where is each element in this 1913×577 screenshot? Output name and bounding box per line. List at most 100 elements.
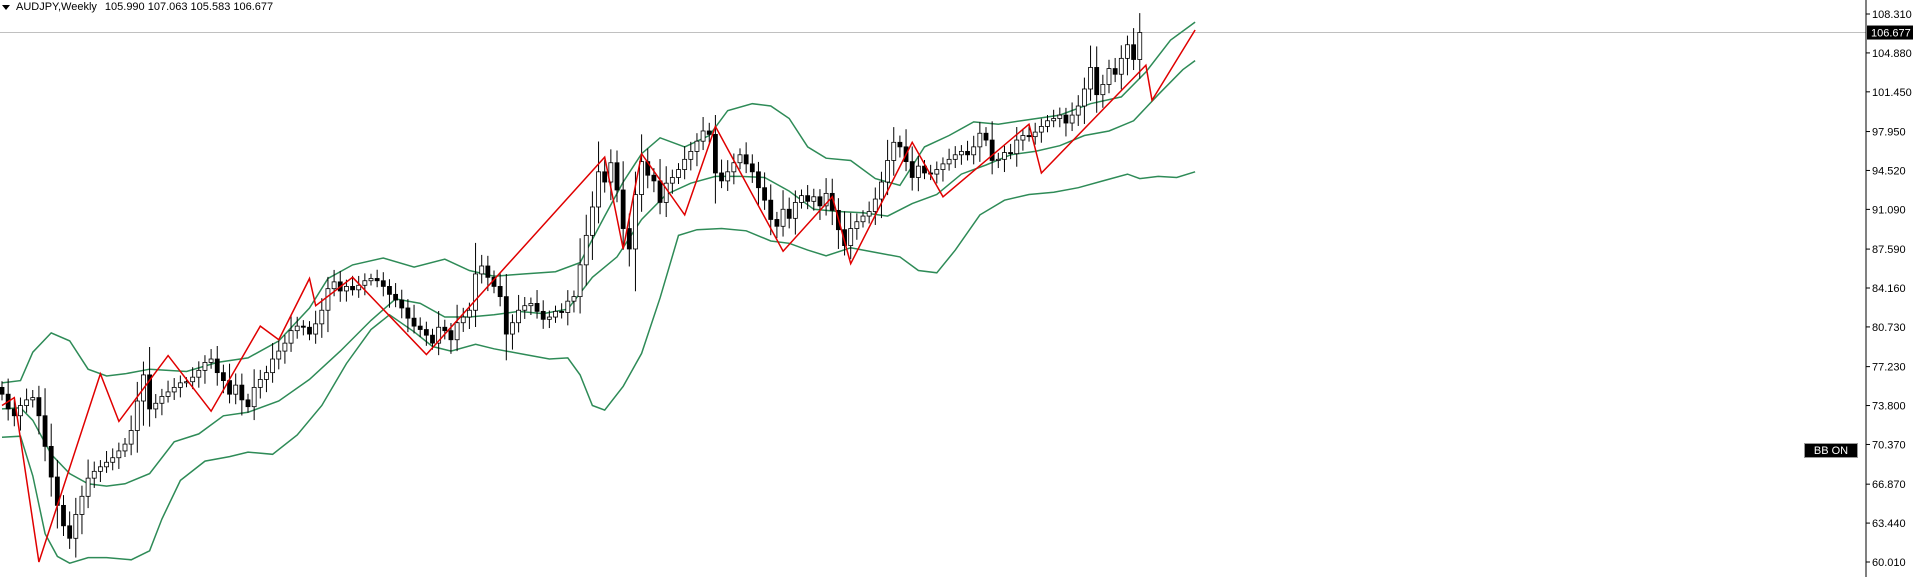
candle — [915, 155, 921, 192]
bull-candle-body — [934, 169, 940, 175]
bull-candle-body — [565, 300, 571, 313]
candle — [393, 283, 399, 308]
bull-candle-body — [24, 399, 30, 406]
candle — [61, 495, 66, 537]
candle — [245, 393, 251, 413]
bear-candle-body — [989, 139, 995, 161]
candle — [756, 161, 761, 207]
bull-candle-body — [737, 154, 743, 164]
bear-candle-body — [749, 163, 755, 173]
bull-candle-body — [590, 206, 595, 236]
candle — [626, 213, 632, 267]
bull-candle-body — [282, 342, 288, 352]
candle — [307, 321, 312, 341]
bull-candle-body — [522, 305, 528, 311]
bull-candle-body — [1002, 152, 1007, 160]
bear-candle-body — [36, 397, 42, 417]
bull-candle-body — [995, 158, 1001, 161]
bear-candle-body — [300, 325, 306, 328]
bear-candle-body — [485, 265, 491, 278]
candle — [995, 152, 1001, 169]
candle — [811, 188, 817, 211]
bull-candle-body — [116, 450, 122, 459]
bear-candle-body — [42, 415, 48, 447]
bear-candle-body — [430, 334, 435, 344]
bull-candle-body — [516, 309, 521, 324]
bull-candle-body — [682, 158, 688, 170]
bull-candle-body — [159, 396, 165, 404]
candle — [645, 148, 651, 189]
candle — [1112, 57, 1118, 83]
last-price-tag — [1867, 25, 1913, 40]
candle — [713, 114, 718, 204]
candle — [122, 437, 128, 458]
candle — [799, 189, 804, 209]
candle — [583, 214, 589, 286]
bull-candle-body — [91, 470, 97, 479]
bear-candle-body — [61, 504, 66, 527]
price-axis: 108.310 104.880 101.450 97.950 94.520 91.090 8… — [1865, 0, 1913, 577]
bull-candle-body — [73, 514, 79, 539]
candle — [731, 153, 737, 185]
bull-candle-body — [85, 477, 91, 497]
bear-candle-body — [1112, 68, 1118, 75]
candle — [30, 389, 36, 408]
y-tick-label: 73.800 — [1872, 401, 1906, 413]
candle — [516, 294, 521, 333]
bull-candle-body — [270, 358, 276, 374]
bull-candle-body — [1045, 120, 1050, 127]
candle — [460, 307, 466, 332]
candle — [67, 511, 73, 549]
candle — [387, 279, 392, 308]
bull-candle-body — [1057, 114, 1063, 119]
bull-candle-body — [190, 376, 196, 383]
candle — [879, 171, 884, 219]
bull-candle-body — [196, 369, 202, 378]
candle — [227, 363, 232, 404]
bull-candle-body — [276, 350, 282, 360]
bear-candle-body — [448, 330, 454, 341]
candle — [288, 314, 294, 352]
candle — [700, 117, 706, 151]
candle — [313, 310, 319, 344]
candle — [208, 349, 214, 369]
bull-candle-body — [1106, 68, 1112, 85]
bull-candle-body — [731, 162, 737, 173]
candle — [343, 279, 349, 302]
bull-candle-body — [700, 130, 706, 142]
candle — [1118, 45, 1124, 90]
candle — [577, 238, 583, 314]
bull-candle-body — [1082, 88, 1087, 107]
dropdown-triangle-icon[interactable] — [2, 4, 10, 10]
candle — [54, 459, 60, 529]
candles — [0, 13, 1143, 558]
candle — [854, 213, 860, 240]
candle — [682, 146, 688, 180]
candle — [79, 485, 85, 535]
bear-candle-body — [620, 189, 626, 229]
bollinger-bands — [1, 21, 1196, 565]
bb-on-button[interactable]: BB ON — [1804, 443, 1858, 458]
candle — [1063, 107, 1069, 137]
bear-candle-body — [756, 171, 761, 189]
bear-candle-body — [393, 293, 399, 301]
candle — [688, 141, 694, 171]
bear-candle-body — [965, 150, 970, 156]
bear-candle-body — [626, 228, 632, 250]
bull-candle-body — [608, 162, 614, 183]
bull-candle-body — [473, 273, 478, 311]
candle — [1088, 45, 1093, 101]
bear-candle-body — [423, 329, 429, 336]
bull-candle-body — [848, 228, 854, 246]
bull-candle-body — [177, 382, 183, 388]
candle — [663, 166, 669, 218]
candle — [233, 373, 239, 405]
candle — [786, 197, 792, 229]
bear-candle-body — [786, 208, 792, 219]
candle — [965, 140, 970, 161]
symbol-label: AUDJPY,Weekly — [16, 1, 97, 13]
y-tick-label: 60.010 — [1872, 557, 1906, 569]
candle — [737, 148, 743, 170]
candle — [848, 212, 854, 260]
